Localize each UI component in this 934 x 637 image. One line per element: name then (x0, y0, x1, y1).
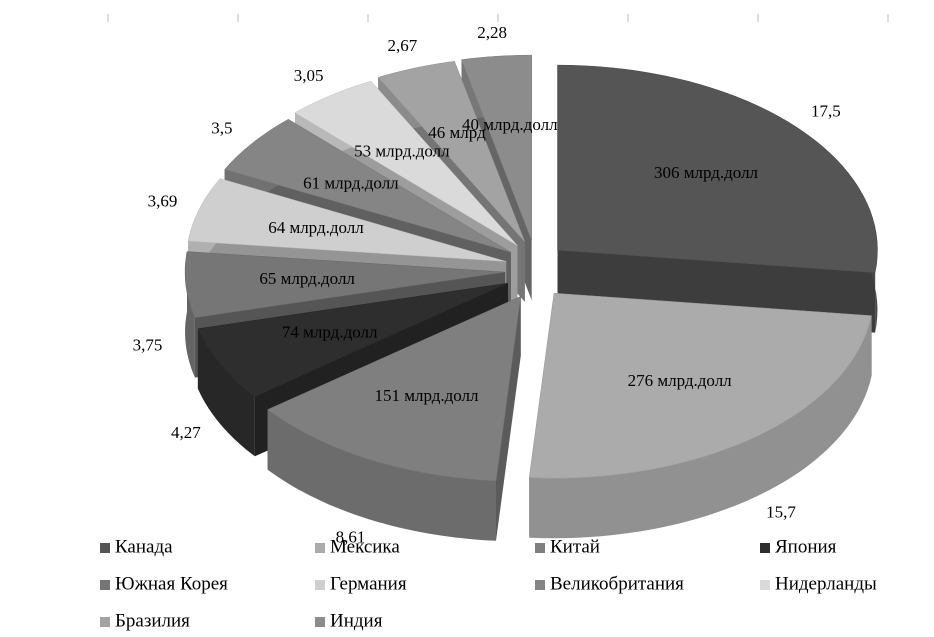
legend-swatch (535, 543, 545, 553)
slice-label: 46 млрд (428, 123, 486, 142)
share-label: 3,69 (148, 192, 178, 211)
legend-label: Великобритания (550, 573, 684, 594)
slice-label: 151 млрд.долл (374, 386, 479, 405)
share-label: 3,5 (211, 119, 232, 138)
legend-label: Китай (550, 536, 600, 557)
slice-top (528, 292, 872, 479)
legend-swatch (760, 543, 770, 553)
slice-top (224, 119, 511, 253)
slice (267, 295, 522, 541)
slice-label: 74 млрд.долл (282, 322, 378, 341)
legend-swatch (100, 580, 110, 590)
slice-top (557, 64, 878, 273)
legend-swatch (100, 617, 110, 627)
legend-swatch (100, 543, 110, 553)
top-ticks (107, 14, 889, 22)
slice-top (377, 61, 526, 242)
slice-wall (197, 328, 255, 457)
share-label: 4,27 (171, 423, 201, 442)
slice-label: 64 млрд.долл (268, 218, 364, 237)
legend-swatch (315, 543, 325, 553)
slice-top (294, 80, 518, 246)
legend-swatch (315, 580, 325, 590)
slice-top (187, 178, 507, 262)
legend-label: Канада (115, 536, 173, 557)
share-label: 17,5 (811, 102, 841, 121)
legend-label: Южная Корея (115, 573, 228, 594)
slice (528, 292, 872, 539)
slice-label: 276 млрд.долл (628, 371, 733, 390)
slice-top (197, 282, 509, 397)
slice-top (184, 251, 506, 318)
legend-label: Германия (330, 573, 407, 594)
share-label: 2,67 (388, 36, 418, 55)
legend-swatch (535, 580, 545, 590)
slice-label: 61 млрд.долл (303, 173, 399, 192)
slice-wall (529, 315, 872, 539)
slice-label: 53 млрд.долл (354, 141, 450, 160)
slice-label: 306 млрд.долл (654, 163, 759, 182)
slice-label: 40 млрд.долл (462, 115, 558, 134)
slice-top (461, 54, 532, 241)
slice-top (267, 295, 522, 482)
slice-wall (267, 409, 496, 541)
share-label: 2,28 (477, 23, 507, 42)
slice-wall (185, 251, 195, 378)
legend-label: Нидерланды (775, 573, 877, 594)
legend-label: Мексика (330, 536, 400, 557)
slice-label: 65 млрд.долл (259, 269, 355, 288)
share-label: 15,7 (766, 502, 796, 521)
share-label: 8,61 (336, 528, 366, 547)
legend-swatch (315, 617, 325, 627)
legend-label: Япония (775, 536, 837, 557)
share-label: 3,75 (133, 335, 163, 354)
share-label: 3,05 (294, 66, 324, 85)
legend-label: Бразилия (115, 610, 190, 631)
legend-label: Индия (330, 610, 383, 631)
legend-swatch (760, 580, 770, 590)
